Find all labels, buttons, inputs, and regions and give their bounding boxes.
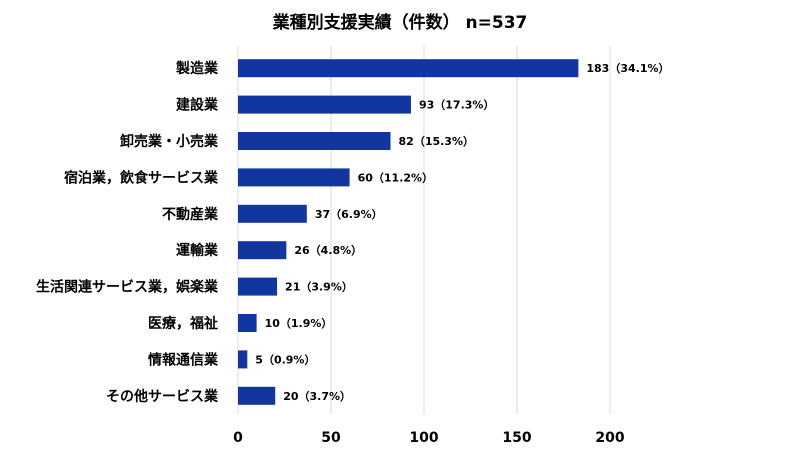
category-label: その他サービス業 [106, 388, 219, 405]
x-tick-label: 200 [595, 430, 624, 446]
x-tick-label: 150 [502, 430, 531, 446]
data-label: 82（15.3%） [399, 135, 474, 148]
data-label: 5（0.9%） [255, 353, 315, 366]
data-label: 183（34.1%） [586, 62, 669, 75]
category-label: 生活関連サービス業，娯楽業 [36, 279, 219, 296]
category-label: 不動産業 [162, 206, 219, 223]
category-label: 建設業 [176, 97, 219, 114]
bar [238, 132, 391, 150]
category-label: 卸売業・小売業 [120, 133, 219, 150]
chart-title: 業種別支援実績（件数） n=537 [272, 13, 528, 33]
bar [238, 95, 411, 114]
x-tick-label: 100 [409, 430, 438, 446]
data-label: 93（17.3%） [419, 99, 494, 112]
bar [238, 350, 248, 369]
category-label: 医療，福祉 [148, 315, 218, 332]
data-label: 10（1.9%） [265, 317, 333, 330]
bar [238, 168, 350, 187]
category-label: 運輸業 [176, 242, 219, 259]
bar [238, 314, 257, 332]
bar [238, 59, 579, 78]
data-label: 37（6.9%） [315, 208, 383, 221]
data-label: 21（3.9%） [285, 281, 353, 294]
bar [238, 386, 276, 405]
category-label: 宿泊業，飲食サービス業 [64, 169, 219, 186]
bar [238, 277, 278, 296]
data-label: 26（4.8%） [294, 244, 362, 257]
category-label: 製造業 [175, 60, 219, 77]
x-tick-label: 50 [321, 430, 341, 446]
bar [238, 204, 307, 223]
data-label: 60（11.2%） [358, 171, 433, 184]
category-label: 情報通信業 [148, 351, 219, 368]
x-tick-label: 0 [233, 430, 243, 446]
bar [238, 241, 287, 260]
data-label: 20（3.7%） [283, 390, 351, 403]
